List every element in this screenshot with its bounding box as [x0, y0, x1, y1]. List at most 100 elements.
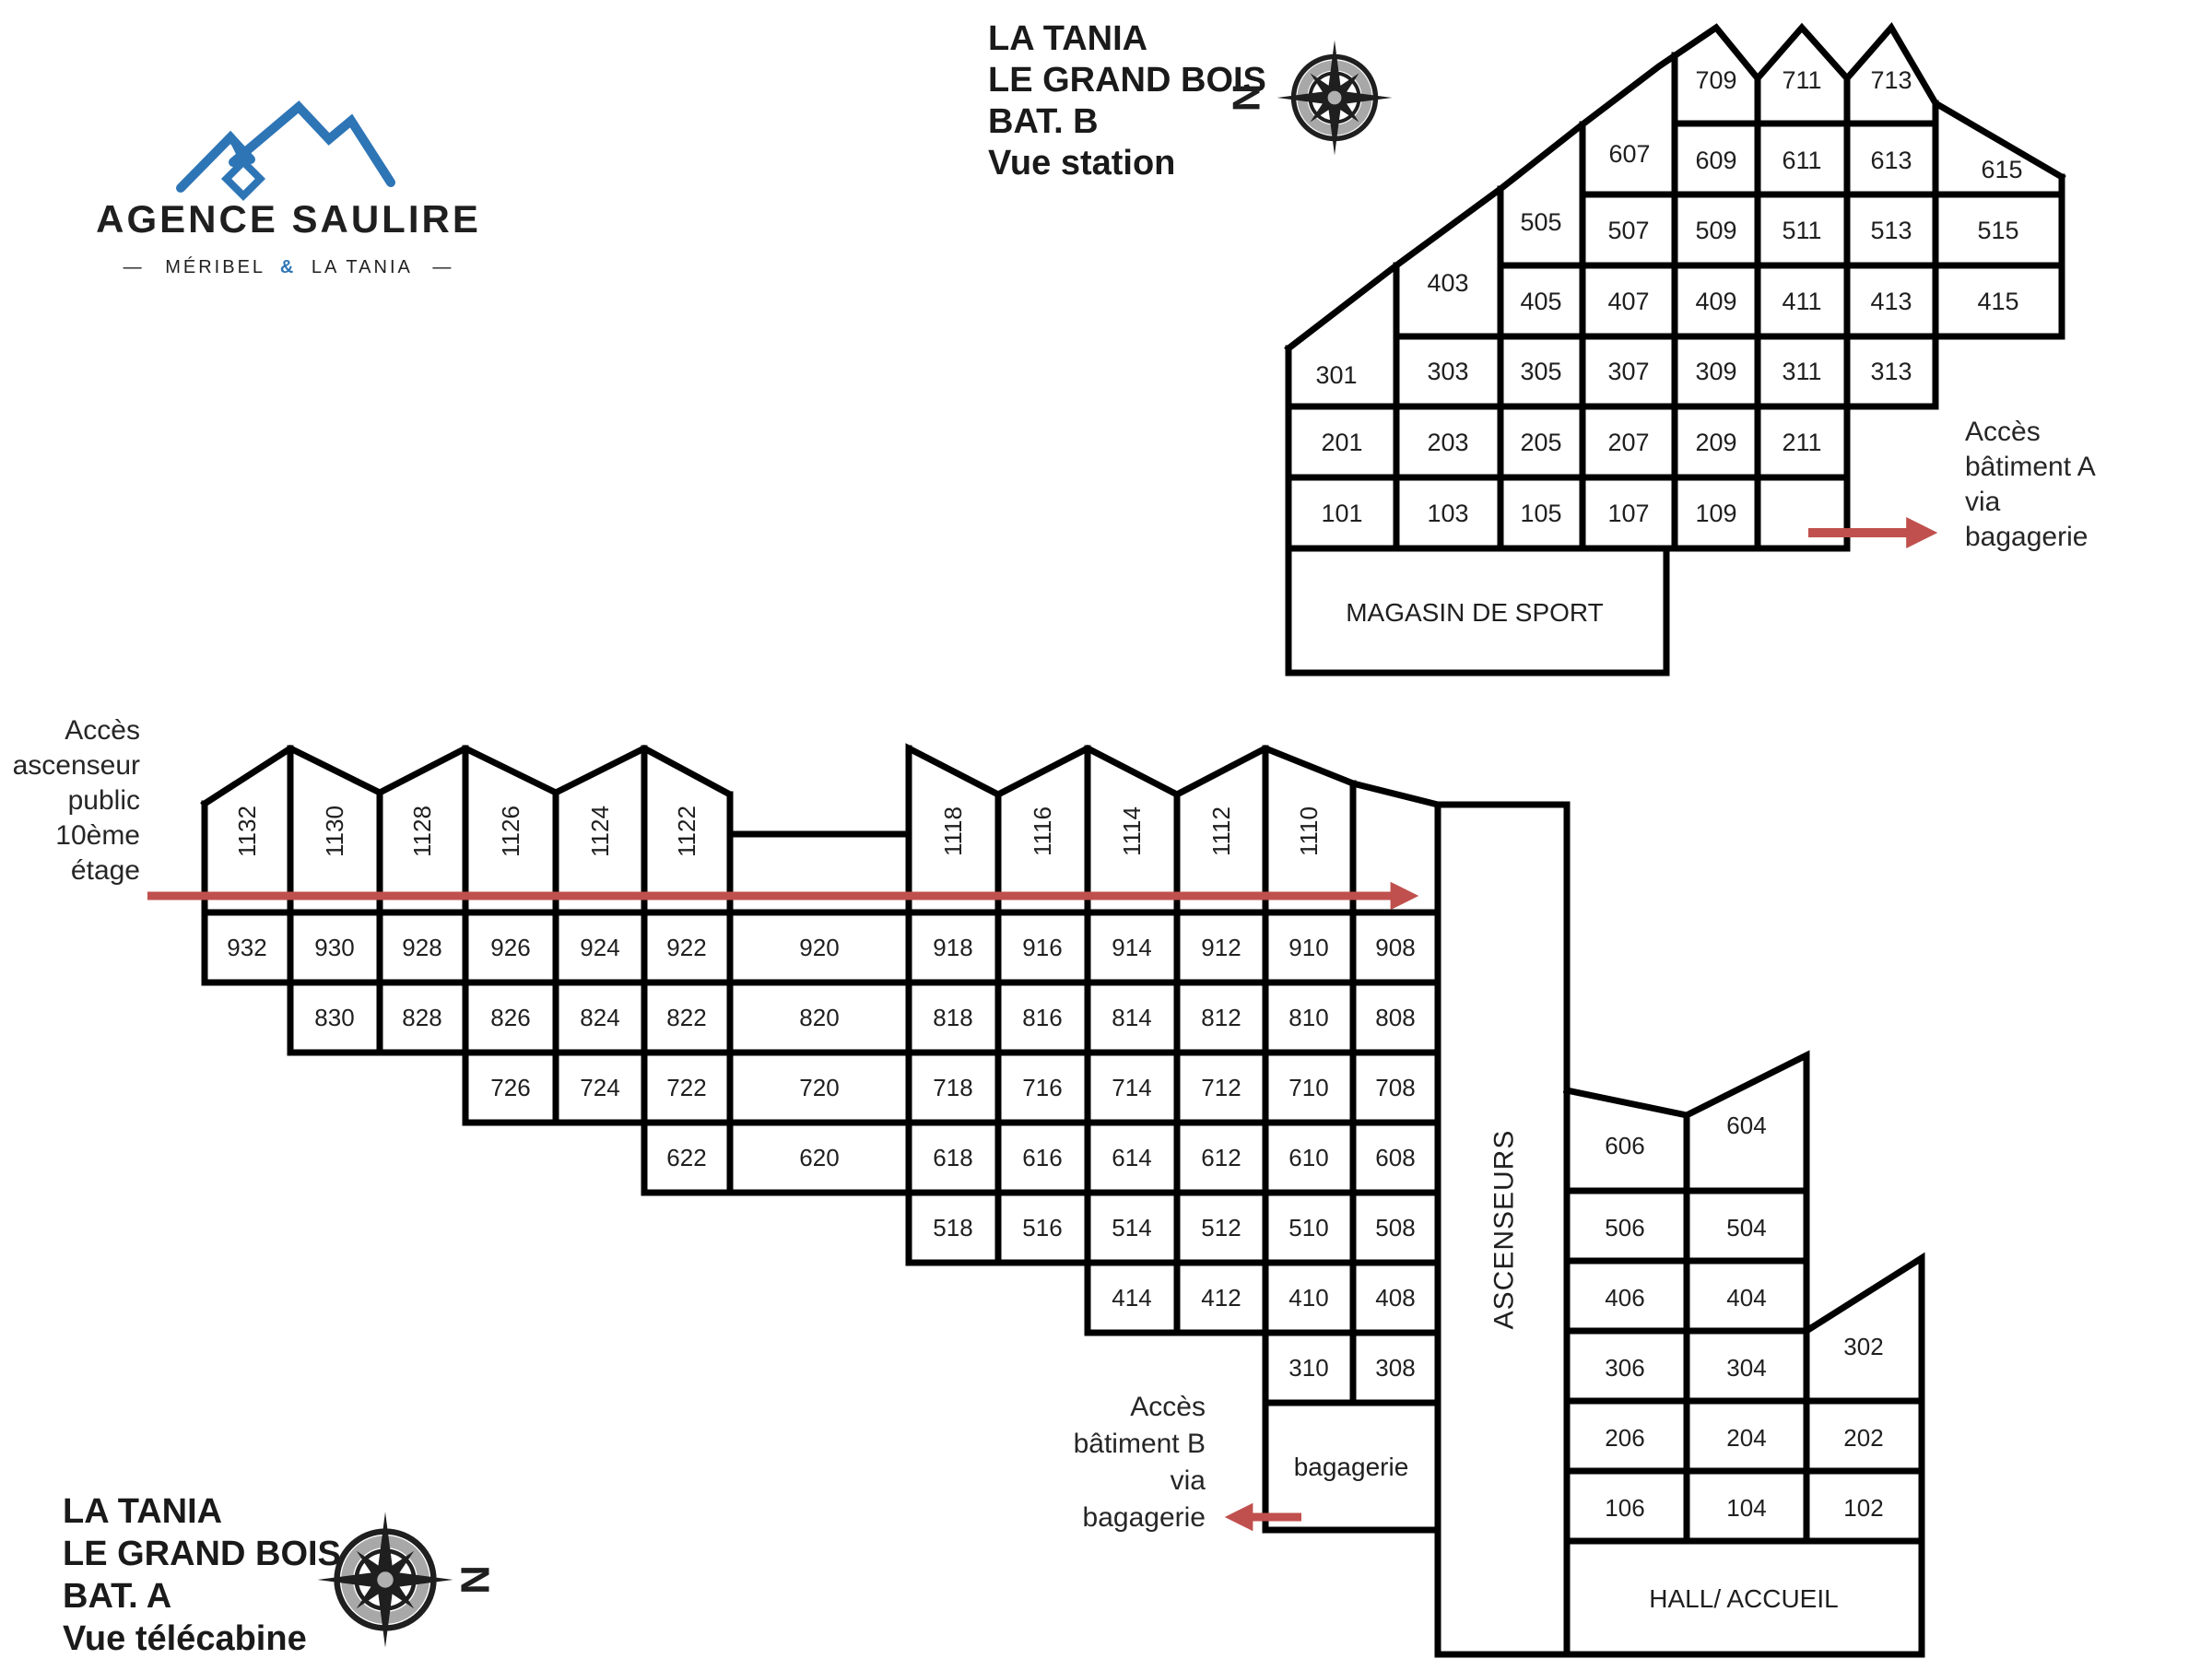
room-505: 505	[1520, 208, 1561, 236]
room-710: 710	[1288, 1074, 1328, 1101]
room-610: 610	[1288, 1144, 1328, 1171]
room-518: 518	[933, 1214, 972, 1241]
room-408: 408	[1375, 1284, 1415, 1312]
room-613: 613	[1870, 147, 1912, 174]
agency-name: AGENCE SAULIRE	[96, 197, 481, 241]
room-818: 818	[933, 1004, 972, 1031]
hall-label: HALL/ ACCUEIL	[1649, 1584, 1838, 1613]
subtitle-latania: LA TANIA	[312, 257, 412, 277]
room-1110: 1110	[1295, 806, 1323, 856]
access-a-line-1: Accès	[1965, 417, 2041, 447]
b-title-line-4: Vue station	[988, 144, 1175, 182]
room-313: 313	[1870, 358, 1912, 385]
room-307: 307	[1607, 358, 1649, 385]
elevator-note-line-2: ascenseur	[13, 750, 140, 781]
room-607: 607	[1608, 140, 1650, 168]
room-812: 812	[1201, 1004, 1241, 1031]
room-512: 512	[1201, 1214, 1241, 1241]
room-808: 808	[1375, 1004, 1415, 1031]
room-106: 106	[1605, 1494, 1644, 1522]
room-414: 414	[1112, 1284, 1151, 1312]
room-306: 306	[1605, 1354, 1644, 1382]
compass-rose-top: N	[1225, 41, 1393, 156]
room-1126: 1126	[497, 806, 524, 857]
room-310: 310	[1288, 1354, 1328, 1382]
room-202: 202	[1843, 1424, 1883, 1452]
room-211: 211	[1782, 429, 1821, 456]
room-405: 405	[1520, 288, 1561, 315]
elevator-note-line-4: 10ème	[55, 820, 140, 851]
room-814: 814	[1112, 1004, 1151, 1031]
room-920: 920	[799, 934, 839, 961]
room-207: 207	[1607, 429, 1649, 456]
room-1122: 1122	[673, 806, 700, 857]
mountain-logo-icon	[176, 100, 395, 202]
building-a-walls	[200, 743, 1925, 1658]
room-1132: 1132	[233, 806, 261, 857]
room-922: 922	[666, 934, 706, 961]
room-509: 509	[1695, 217, 1736, 244]
room-504: 504	[1726, 1214, 1766, 1241]
building-a-title: LA TANIA LE GRAND BOIS BAT. A Vue téléca…	[63, 1492, 341, 1658]
room-107: 107	[1607, 500, 1649, 527]
room-713: 713	[1870, 66, 1912, 94]
room-828: 828	[402, 1004, 441, 1031]
subtitle-dash-left: —	[124, 257, 145, 277]
room-409: 409	[1695, 288, 1736, 315]
room-1112: 1112	[1207, 806, 1235, 856]
room-209: 209	[1695, 429, 1736, 456]
room-507: 507	[1607, 217, 1649, 244]
room-618: 618	[933, 1144, 972, 1171]
b-roofline	[1284, 22, 2066, 353]
room-910: 910	[1288, 934, 1328, 961]
room-830: 830	[314, 1004, 354, 1031]
room-615: 615	[1981, 156, 2022, 183]
room-404: 404	[1726, 1284, 1766, 1312]
room-1114: 1114	[1118, 806, 1146, 856]
room-103: 103	[1427, 500, 1468, 527]
room-516: 516	[1022, 1214, 1062, 1241]
building-a-rooms: 1132 1130 1128 1126 1124 1122 1118 1116 …	[227, 806, 1519, 1481]
room-606: 606	[1605, 1132, 1644, 1159]
a-title-line-3: BAT. A	[63, 1577, 171, 1616]
room-204: 204	[1726, 1424, 1766, 1452]
room-918: 918	[933, 934, 972, 961]
building-b-title: LA TANIA LE GRAND BOIS BAT. B Vue statio…	[988, 19, 1266, 182]
elevator-tower-outline	[1434, 801, 1571, 1658]
room-810: 810	[1288, 1004, 1328, 1031]
room-928: 928	[402, 934, 441, 961]
access-building-b-note: Accès bâtiment B via bagagerie	[1074, 1392, 1301, 1533]
room-513: 513	[1870, 217, 1912, 244]
room-914: 914	[1112, 934, 1151, 961]
a-title-line-4: Vue télécabine	[63, 1619, 307, 1658]
room-612: 612	[1201, 1144, 1241, 1171]
access-b-line-1: Accès	[1130, 1392, 1206, 1422]
room-311: 311	[1782, 358, 1821, 385]
room-822: 822	[666, 1004, 706, 1031]
room-916: 916	[1022, 934, 1062, 961]
room-413: 413	[1870, 288, 1912, 315]
room-824: 824	[580, 1004, 619, 1031]
room-203: 203	[1427, 429, 1468, 456]
room-620: 620	[799, 1144, 839, 1171]
b-title-line-3: BAT. B	[988, 102, 1099, 141]
room-302: 302	[1843, 1333, 1883, 1360]
room-604: 604	[1726, 1112, 1766, 1139]
room-718: 718	[933, 1074, 972, 1101]
room-102: 102	[1843, 1494, 1883, 1522]
access-b-line-3: via	[1171, 1465, 1206, 1496]
room-508: 508	[1375, 1214, 1415, 1241]
room-511: 511	[1782, 217, 1821, 244]
room-510: 510	[1288, 1214, 1328, 1241]
room-105: 105	[1520, 500, 1561, 527]
room-722: 722	[666, 1074, 706, 1101]
public-elevator-note: Accès ascenseur public 10ème étage	[13, 715, 1419, 911]
elevator-note-line-5: étage	[71, 855, 140, 886]
subtitle-dash-right: —	[432, 257, 453, 277]
room-410: 410	[1288, 1284, 1328, 1312]
room-407: 407	[1607, 288, 1649, 315]
compass-rose-bottom: N	[317, 1512, 499, 1647]
room-826: 826	[490, 1004, 530, 1031]
room-514: 514	[1112, 1214, 1151, 1241]
